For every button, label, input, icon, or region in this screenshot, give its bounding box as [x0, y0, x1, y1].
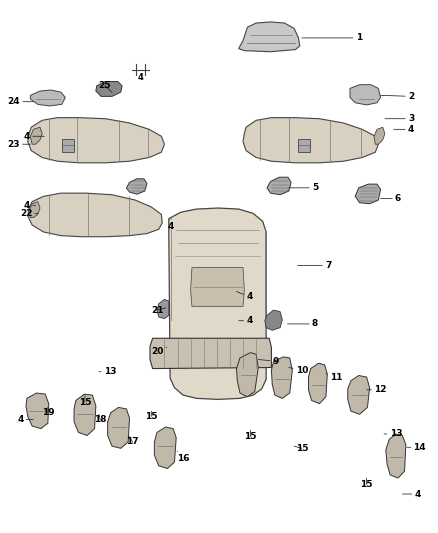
Polygon shape — [74, 394, 96, 435]
Polygon shape — [386, 434, 406, 478]
Polygon shape — [267, 177, 291, 195]
Text: 4: 4 — [24, 132, 44, 141]
Polygon shape — [169, 208, 266, 399]
Text: 10: 10 — [289, 366, 308, 375]
Polygon shape — [26, 393, 49, 429]
Polygon shape — [30, 90, 65, 106]
Polygon shape — [308, 364, 327, 403]
Polygon shape — [265, 310, 283, 330]
Text: 1: 1 — [302, 34, 362, 43]
Polygon shape — [28, 193, 162, 237]
Text: 15: 15 — [145, 411, 158, 421]
Text: 13: 13 — [384, 430, 402, 439]
Text: 9: 9 — [258, 357, 279, 366]
Text: 19: 19 — [42, 407, 54, 417]
Polygon shape — [272, 357, 292, 398]
Text: 4: 4 — [168, 219, 174, 231]
Text: 12: 12 — [367, 385, 387, 394]
Polygon shape — [239, 22, 300, 52]
Polygon shape — [108, 407, 130, 448]
Polygon shape — [243, 118, 378, 163]
Polygon shape — [150, 338, 272, 368]
Polygon shape — [127, 179, 147, 194]
Text: 4: 4 — [403, 489, 421, 498]
Polygon shape — [355, 184, 381, 204]
Text: 6: 6 — [381, 194, 401, 203]
Text: 15: 15 — [360, 478, 373, 489]
Polygon shape — [348, 375, 370, 414]
Text: 11: 11 — [326, 373, 342, 382]
Text: 18: 18 — [94, 414, 106, 424]
Text: 4: 4 — [24, 201, 35, 210]
Text: 4: 4 — [394, 125, 414, 134]
Text: 20: 20 — [151, 347, 166, 356]
Text: 13: 13 — [99, 367, 116, 376]
Text: 2: 2 — [381, 92, 414, 101]
Text: 3: 3 — [385, 114, 414, 123]
Text: 14: 14 — [407, 443, 426, 452]
Text: 4: 4 — [239, 316, 253, 325]
Text: 15: 15 — [244, 430, 257, 441]
Text: 24: 24 — [7, 97, 33, 106]
Polygon shape — [350, 85, 381, 105]
Polygon shape — [157, 300, 169, 319]
Text: 4: 4 — [237, 292, 253, 301]
Text: 15: 15 — [294, 444, 308, 453]
Text: 17: 17 — [126, 437, 139, 447]
Polygon shape — [96, 82, 122, 96]
Text: 5: 5 — [289, 183, 318, 192]
Polygon shape — [191, 268, 244, 306]
Polygon shape — [28, 118, 164, 163]
Text: 21: 21 — [151, 305, 166, 314]
Text: 25: 25 — [99, 81, 112, 92]
Polygon shape — [237, 353, 258, 397]
Text: 23: 23 — [7, 140, 30, 149]
Polygon shape — [30, 127, 42, 144]
Polygon shape — [374, 127, 385, 144]
Text: 7: 7 — [297, 261, 331, 270]
Polygon shape — [182, 342, 253, 358]
Polygon shape — [154, 427, 176, 469]
Polygon shape — [297, 139, 310, 152]
Text: 15: 15 — [79, 395, 91, 407]
Polygon shape — [29, 201, 40, 217]
Text: 22: 22 — [20, 209, 38, 218]
Text: 8: 8 — [288, 319, 318, 328]
Text: 4: 4 — [138, 72, 143, 82]
Polygon shape — [62, 139, 74, 152]
Text: 16: 16 — [177, 451, 190, 463]
Text: 4: 4 — [17, 415, 33, 424]
